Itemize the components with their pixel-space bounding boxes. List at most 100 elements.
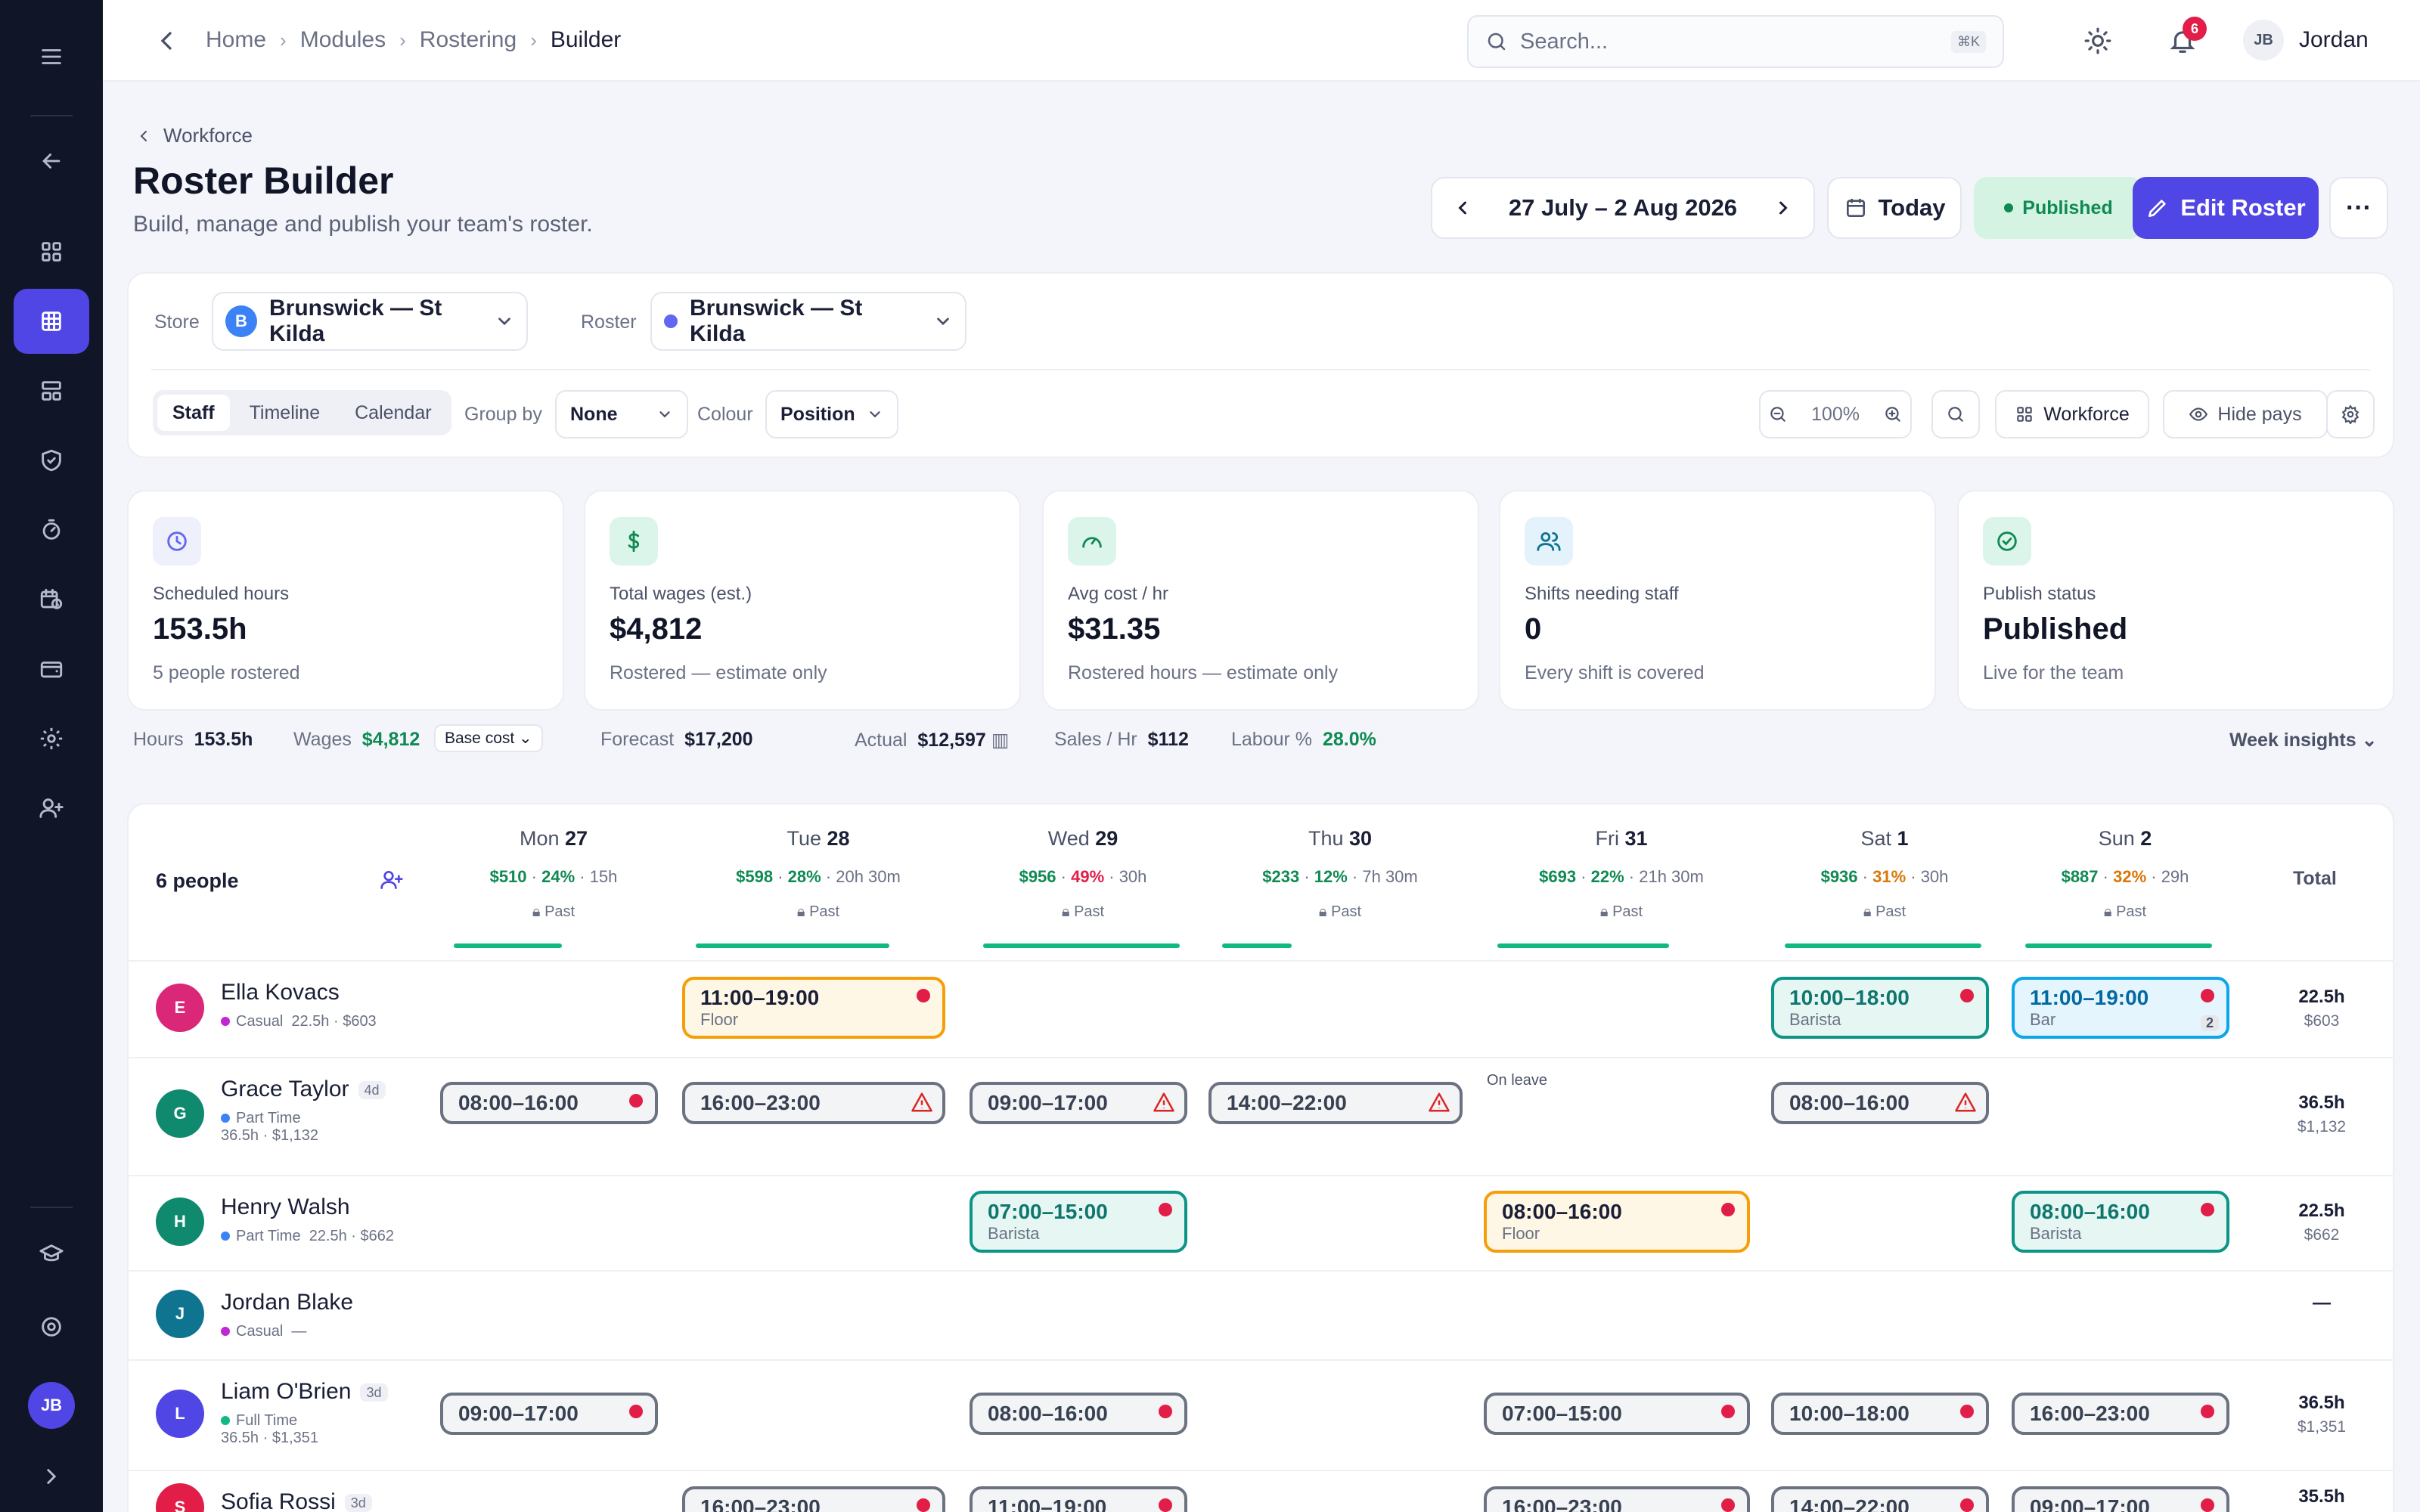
shift-block[interactable]: 11:00–19:00 Bar 2 — [2012, 977, 2229, 1039]
shift-block[interactable]: 16:00–23:00 — [682, 1082, 945, 1124]
bar-chart-icon[interactable]: ▥ — [991, 730, 1010, 751]
shift-block[interactable]: 07:00–15:00 — [1484, 1393, 1750, 1435]
person-name[interactable]: Liam O'Brien 3d — [221, 1379, 388, 1405]
shift-block[interactable]: 16:00–23:00 — [2012, 1393, 2229, 1435]
shift-time: 10:00–18:00 — [1789, 1402, 1910, 1425]
roster-select[interactable]: Brunswick — St Kilda — [650, 292, 966, 351]
shift-block[interactable]: 08:00–16:00 Barista — [2012, 1191, 2229, 1253]
page-title: Roster Builder — [133, 160, 394, 202]
prev-week-icon[interactable] — [1452, 197, 1473, 218]
tab-calendar[interactable]: Calendar — [355, 401, 432, 423]
breadcrumb-modules[interactable]: Modules — [299, 27, 386, 52]
shift-block[interactable]: 09:00–17:00 — [2012, 1486, 2229, 1512]
person-name[interactable]: Sofia Rossi 3d — [221, 1489, 372, 1512]
shift-block[interactable]: 07:00–15:00 Barista — [970, 1191, 1187, 1253]
shift-block[interactable]: 08:00–16:00 — [1771, 1082, 1989, 1124]
shift-time: 07:00–15:00 — [988, 1200, 1108, 1223]
week-insights-toggle[interactable]: Week insights ⌄ — [2229, 730, 2378, 751]
search-input[interactable] — [1520, 29, 1951, 54]
back-to-workforce[interactable]: Workforce — [135, 124, 253, 147]
person-avatar[interactable]: H — [156, 1198, 204, 1246]
settings-bottom-icon[interactable] — [14, 1294, 89, 1359]
graduation-icon[interactable] — [14, 1222, 89, 1287]
person-name[interactable]: Henry Walsh — [221, 1194, 350, 1219]
shift-block[interactable]: 11:00–19:00 Floor — [682, 977, 945, 1039]
person-avatar[interactable]: E — [156, 984, 204, 1032]
kpi-sub: 5 people rostered — [153, 662, 300, 683]
user-avatar: JB — [2243, 20, 2284, 60]
add-person-icon[interactable] — [380, 868, 404, 892]
add-user-icon[interactable] — [14, 776, 89, 841]
shift-time: 10:00–18:00 — [1789, 986, 1910, 1009]
warning-icon — [1955, 1092, 1976, 1112]
zoom-in-icon[interactable] — [1883, 404, 1903, 424]
settings-icon[interactable] — [14, 706, 89, 771]
calendar-clock-icon[interactable] — [14, 567, 89, 632]
shift-block[interactable]: 14:00–22:00 — [1208, 1082, 1463, 1124]
layout-icon[interactable] — [14, 358, 89, 423]
roster-grid-icon[interactable] — [14, 289, 89, 354]
shift-block[interactable]: 09:00–17:00 — [440, 1393, 658, 1435]
back-icon[interactable] — [151, 26, 182, 56]
tab-staff[interactable]: Staff — [157, 395, 230, 431]
person-name[interactable]: Grace Taylor 4d — [221, 1077, 386, 1102]
hide-pays-button[interactable]: Hide pays — [2163, 390, 2328, 438]
past-label: 🔒︎ Past — [2103, 903, 2147, 920]
grid-settings-button[interactable] — [2326, 390, 2375, 438]
colour-select[interactable]: Position — [765, 390, 898, 438]
shift-block[interactable]: 08:00–16:00 — [440, 1082, 658, 1124]
past-label: 🔒︎ Past — [532, 903, 576, 920]
shift-block[interactable]: 10:00–18:00 Barista — [1771, 977, 1989, 1039]
stopwatch-icon[interactable] — [14, 497, 89, 562]
menu-icon[interactable] — [14, 24, 89, 89]
tab-timeline[interactable]: Timeline — [249, 401, 321, 423]
shift-block[interactable]: 14:00–22:00 — [1771, 1486, 1989, 1512]
next-week-icon[interactable] — [1773, 197, 1794, 218]
shift-time: 09:00–17:00 — [458, 1402, 579, 1425]
person-avatar[interactable]: G — [156, 1089, 204, 1138]
shift-block[interactable]: 10:00–18:00 — [1771, 1393, 1989, 1435]
person-meta: Full Time 36.5h · $1,351 — [221, 1412, 318, 1446]
search-shortcut: ⌘K — [1950, 30, 1986, 53]
row-total: 22.5h $603 — [2298, 987, 2345, 1030]
dashboard-icon[interactable] — [14, 219, 89, 284]
dollar-icon — [610, 517, 658, 565]
expand-icon[interactable] — [14, 1444, 89, 1509]
person-meta: Part Time 36.5h · $1,132 — [221, 1110, 318, 1144]
row-total: 22.5h $662 — [2298, 1201, 2345, 1244]
day-progress-bar — [2025, 943, 2212, 948]
shift-block[interactable]: 08:00–16:00 Floor — [1484, 1191, 1750, 1253]
bell-icon[interactable]: 6 — [2164, 17, 2207, 59]
collapse-icon[interactable] — [14, 129, 89, 194]
workforce-button[interactable]: Workforce — [1995, 390, 2149, 438]
today-button[interactable]: Today — [1827, 177, 1962, 239]
wallet-icon[interactable] — [14, 637, 89, 702]
shift-block[interactable]: 16:00–23:00 — [1484, 1486, 1750, 1512]
user-menu[interactable]: JB Jordan — [2243, 20, 2369, 60]
store-select[interactable]: B Brunswick — St Kilda — [212, 292, 528, 351]
more-options-button[interactable]: ··· — [2329, 177, 2388, 239]
day-label: Sat 1 — [1860, 827, 1909, 850]
person-avatar[interactable]: L — [156, 1390, 204, 1438]
zoom-out-icon[interactable] — [1768, 404, 1788, 424]
date-range[interactable]: 27 July – 2 Aug 2026 — [1508, 194, 1738, 221]
shift-block[interactable]: 09:00–17:00 — [970, 1082, 1187, 1124]
shift-block[interactable]: 08:00–16:00 — [970, 1393, 1187, 1435]
grid-search-button[interactable] — [1931, 390, 1980, 438]
person-name[interactable]: Jordan Blake — [221, 1290, 354, 1315]
search-box[interactable]: ⌘K — [1467, 15, 2004, 68]
notification-badge: 6 — [2183, 17, 2207, 41]
person-name[interactable]: Ella Kovacs — [221, 980, 340, 1005]
shift-block[interactable]: 11:00–19:00 — [970, 1486, 1187, 1512]
edit-roster-button[interactable]: Edit Roster — [2133, 177, 2319, 239]
base-cost-select[interactable]: Base cost ⌄ — [434, 724, 543, 752]
shield-icon[interactable] — [14, 428, 89, 493]
person-avatar[interactable]: J — [156, 1290, 204, 1338]
breadcrumb-rostering[interactable]: Rostering — [419, 27, 517, 52]
avatar[interactable]: JB — [28, 1382, 75, 1429]
shift-block[interactable]: 16:00–23:00 — [682, 1486, 945, 1512]
row-total: 36.5h $1,351 — [2297, 1393, 2347, 1436]
group-by-select[interactable]: None — [555, 390, 688, 438]
theme-toggle-icon[interactable] — [2080, 23, 2116, 59]
breadcrumb-home[interactable]: Home — [206, 27, 267, 52]
